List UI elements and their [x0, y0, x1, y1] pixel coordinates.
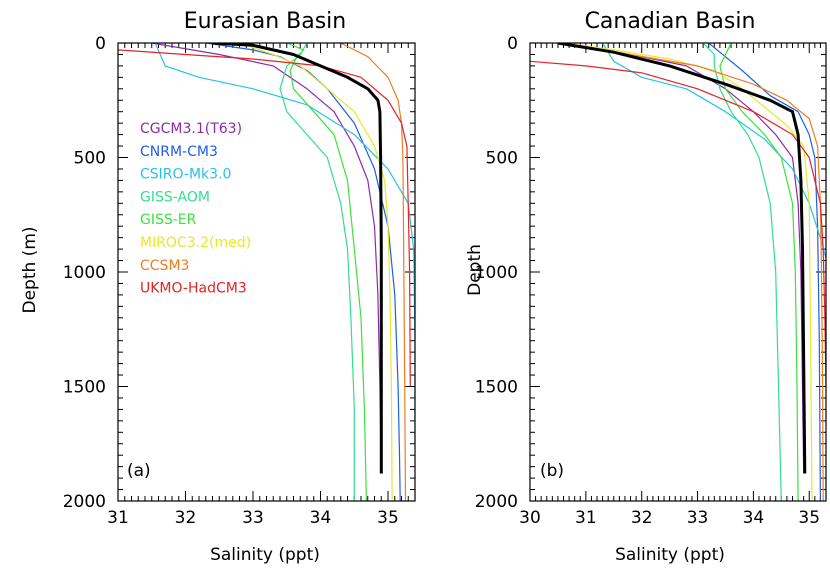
- series-line: [557, 43, 807, 474]
- y-tick-label: 0: [507, 34, 518, 54]
- series-line: [118, 49, 411, 387]
- x-tick-label: 34: [310, 508, 332, 528]
- legend-entry: GISS-ER: [140, 212, 197, 228]
- y-tick-label: 500: [74, 149, 106, 169]
- panel-canadian-basin: Canadian Basin Salinity (ppt) Depth (b) …: [465, 9, 827, 565]
- legend-entry: CNRM-CM3: [140, 144, 218, 160]
- y-tick-label: 1000: [63, 263, 106, 283]
- y-axis-label: Depth (m): [20, 226, 40, 313]
- legend-entry: MIROC3.2(med): [140, 235, 251, 251]
- series-line: [563, 43, 824, 501]
- y-tick-label: 1500: [63, 378, 106, 398]
- plot-area: 31 32 33 34 35 0 500 1000 1500 2000: [63, 34, 416, 528]
- panel-eurasian-basin: Eurasian Basin Salinity (ppt) Depth (m) …: [20, 9, 416, 565]
- panel-label: (b): [540, 461, 564, 481]
- series-line: [702, 43, 782, 501]
- x-tick-label: 33: [687, 508, 709, 528]
- x-tick-label: 32: [631, 508, 653, 528]
- x-tick-label: 35: [377, 508, 399, 528]
- y-tick-label: 1500: [475, 378, 518, 398]
- x-tick-label: 33: [242, 508, 264, 528]
- series-line: [602, 43, 826, 259]
- y-tick-label: 2000: [475, 492, 518, 512]
- legend-entry: GISS-AOM: [140, 189, 210, 205]
- series-line: [530, 60, 826, 387]
- x-tick-label: 34: [743, 508, 765, 528]
- series-line: [708, 43, 822, 501]
- y-tick-label: 2000: [63, 492, 106, 512]
- panel-title: Canadian Basin: [585, 9, 756, 34]
- series-line: [563, 43, 805, 474]
- series-line: [151, 43, 382, 474]
- series-line: [212, 43, 383, 474]
- y-axis-label: Depth: [465, 244, 485, 296]
- legend-entry: CGCM3.1(T63): [140, 121, 242, 137]
- x-tick-label: 35: [798, 508, 820, 528]
- y-tick-label: 0: [95, 34, 106, 54]
- series-line: [205, 43, 401, 501]
- legend-entry: UKMO-HadCM3: [140, 281, 247, 297]
- panel-title: Eurasian Basin: [184, 9, 346, 34]
- y-tick-label: 1000: [475, 263, 518, 283]
- x-tick-label: 30: [519, 508, 541, 528]
- legend: CGCM3.1(T63) CNRM-CM3 CSIRO-Mk3.0 GISS-AOM G…: [140, 121, 251, 297]
- x-axis-label: Salinity (ppt): [615, 545, 725, 565]
- series-line: [239, 43, 393, 501]
- plot-frame: [117, 42, 416, 502]
- legend-entry: CCSM3: [140, 258, 189, 274]
- series-line: [563, 43, 813, 501]
- y-tick-label: 500: [486, 149, 518, 169]
- x-tick-label: 31: [575, 508, 597, 528]
- plot-frame: [529, 42, 827, 502]
- x-tick-label: 32: [175, 508, 197, 528]
- x-tick-label: 31: [107, 508, 129, 528]
- series-line: [719, 43, 799, 501]
- plot-area: 30 31 32 33 34 35 0 500 1000 1500 2000: [475, 34, 827, 528]
- series-line: [154, 43, 415, 444]
- panel-label: (a): [127, 461, 151, 481]
- series-line: [340, 43, 407, 501]
- x-axis-label: Salinity (ppt): [210, 545, 320, 565]
- series-line: [279, 43, 355, 501]
- legend-entry: CSIRO-Mk3.0: [140, 167, 231, 183]
